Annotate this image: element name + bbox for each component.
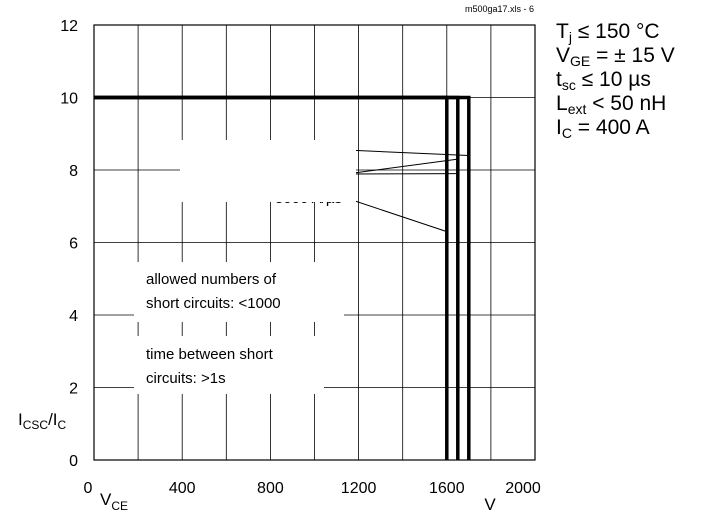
tick-labels: 0 2 4 6 8 10 12 0 400 800 1200 1600 2000 <box>60 18 541 497</box>
y-tick-label: 10 <box>60 91 78 108</box>
series-line <box>94 95 449 460</box>
annotation-background <box>180 140 356 202</box>
x-tick-label: 800 <box>257 480 284 497</box>
y-tick-label: 0 <box>69 453 78 470</box>
x-tick-label: 2000 <box>505 480 541 497</box>
x-axis-label: VCE <box>100 490 128 513</box>
annotation-background <box>134 262 344 322</box>
annotation-text: circuits: >1s <box>146 370 226 387</box>
annotations: allowed numbers of short circuits: <1000 t… <box>134 140 356 394</box>
legend-leaders <box>345 149 469 233</box>
y-axis-title: ICSC/IC <box>18 410 67 432</box>
condition-line: tsc ≤ 10 µs <box>556 68 651 93</box>
x-tick-label: 400 <box>169 480 196 497</box>
series-group <box>94 95 471 460</box>
x-axis-title: VCE <box>100 490 128 513</box>
plot-frame <box>93 24 536 461</box>
x-tick-label: 1600 <box>429 480 465 497</box>
y-tick-label: 4 <box>69 308 78 325</box>
condition-line: Lext < 50 nH <box>556 92 667 117</box>
x-tick-label: 0 <box>84 480 93 497</box>
x-tick-label: 1200 <box>341 480 377 497</box>
annotation-text: allowed numbers of <box>146 271 277 288</box>
condition-line: Tj ≤ 150 °C <box>556 20 660 45</box>
y-tick-label: 12 <box>60 18 78 35</box>
annotation-text: short circuits: <1000 <box>146 295 281 312</box>
y-tick-label: 2 <box>69 381 78 398</box>
source-note: m500ga17.xls - 6 <box>465 4 534 14</box>
legend-leader-line <box>345 197 447 233</box>
y-tick-label: 6 <box>69 236 78 253</box>
annotation-text: time between short <box>146 346 274 363</box>
y-tick-label: 8 <box>69 163 78 180</box>
legend-leader-line <box>345 158 458 175</box>
condition-line: IC = 400 A <box>556 116 650 141</box>
annotation-background <box>134 336 324 394</box>
y-axis-label: ICSC/IC <box>18 410 67 432</box>
condition-line: VGE = ± 15 V <box>556 44 675 69</box>
x-axis-unit: V <box>484 495 496 514</box>
legend-leader-line <box>345 149 469 156</box>
